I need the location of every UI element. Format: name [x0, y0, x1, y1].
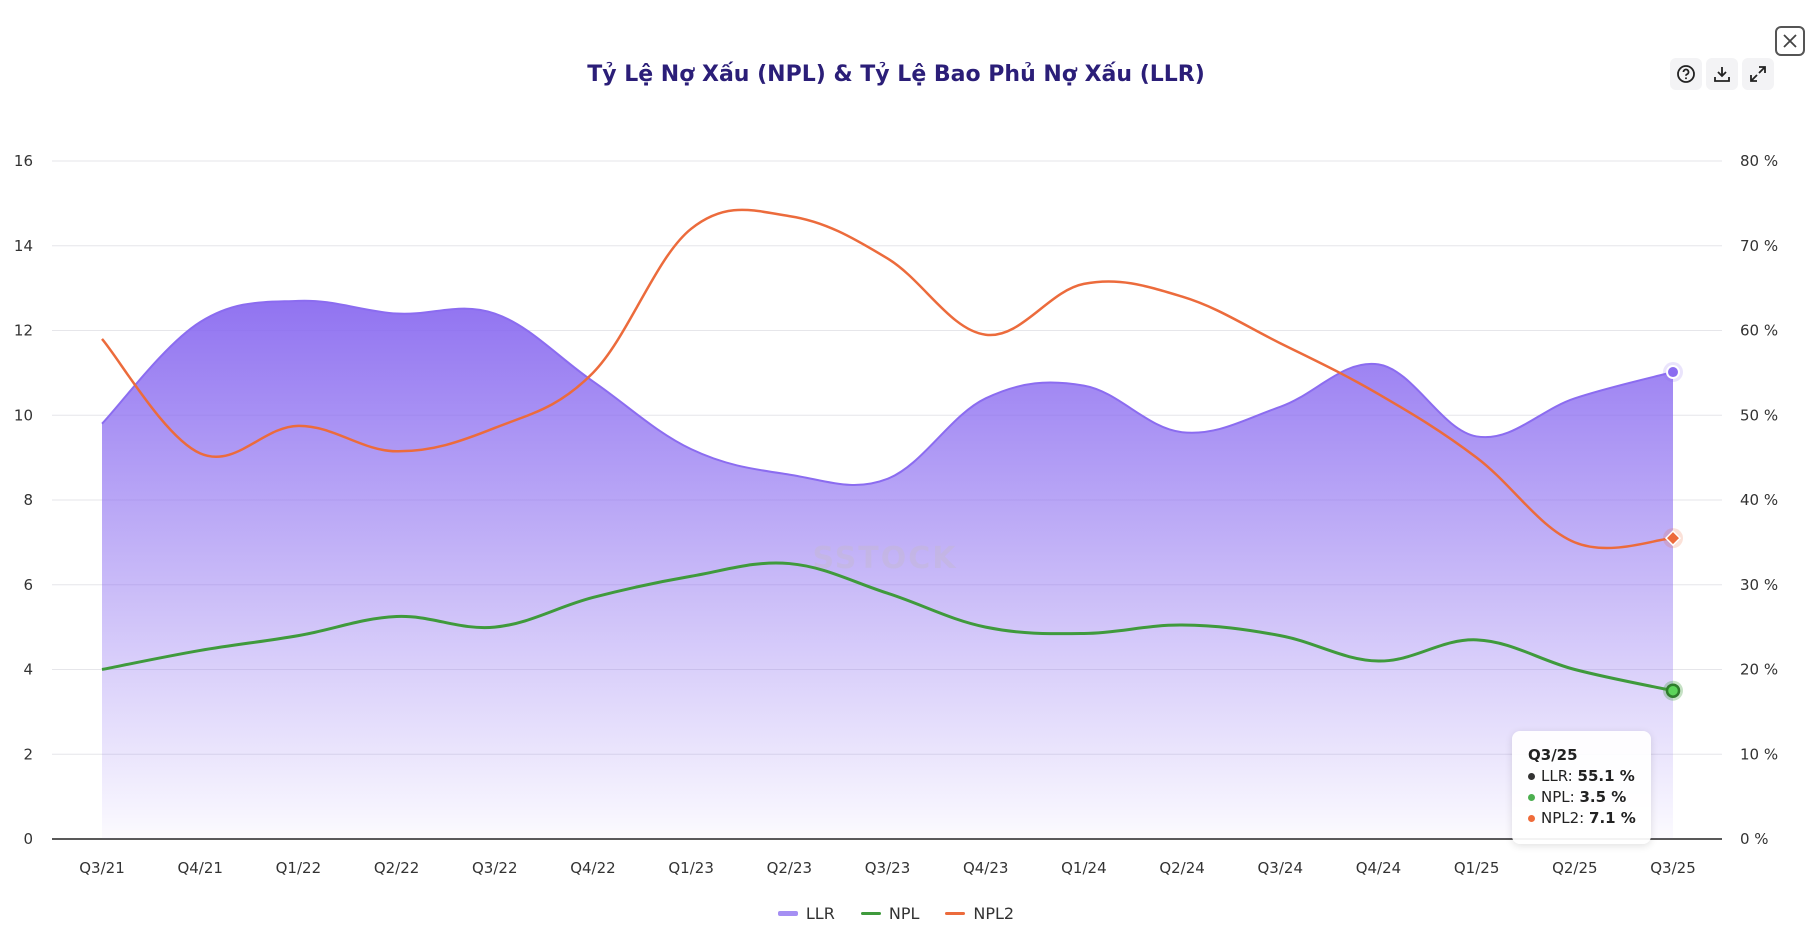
close-icon	[1783, 34, 1797, 48]
right-tick-label: 30 %	[1740, 576, 1778, 594]
chart-title: Tỷ Lệ Nợ Xấu (NPL) & Tỷ Lệ Bao Phủ Nợ Xấ…	[587, 62, 1205, 87]
left-tick-label: 0	[23, 830, 33, 848]
x-tick-label: Q2/24	[1159, 859, 1205, 877]
legend-item-npl[interactable]: NPL	[860, 904, 919, 923]
npl2-marker	[1664, 530, 1682, 547]
llr-area	[102, 300, 1673, 839]
x-tick-label: Q4/22	[570, 859, 616, 877]
x-tick-label: Q1/22	[276, 859, 322, 877]
close-button[interactable]	[1775, 26, 1805, 56]
right-tick-label: 80 %	[1740, 152, 1778, 170]
download-button[interactable]	[1706, 58, 1738, 90]
tooltip-row-npl: NPL: 3.5 %	[1528, 787, 1651, 808]
right-tick-label: 60 %	[1740, 322, 1778, 340]
x-tick-label: Q4/24	[1356, 859, 1402, 877]
left-tick-label: 14	[14, 237, 33, 255]
right-tick-label: 50 %	[1740, 406, 1778, 424]
x-tick-label: Q4/21	[177, 859, 223, 877]
left-tick-label: 6	[23, 576, 33, 594]
right-tick-label: 10 %	[1740, 745, 1778, 763]
chart-plot: 0 0 % 2 10 % 4 20 % 6 30 % 8 40 % 10 50 % 12 60 % 14 70…	[14, 152, 1778, 877]
expand-button[interactable]	[1742, 58, 1774, 90]
right-tick-label: 20 %	[1740, 661, 1778, 679]
download-icon	[1714, 67, 1730, 82]
right-tick-label: 70 %	[1740, 237, 1778, 255]
left-tick-label: 10	[14, 406, 33, 424]
right-tick-label: 40 %	[1740, 491, 1778, 509]
tooltip-header: Q3/25	[1528, 746, 1578, 764]
x-tick-label: Q3/21	[79, 859, 125, 877]
llr-line	[101, 299, 1674, 486]
x-tick-label: Q2/25	[1552, 859, 1598, 877]
legend-item-npl2[interactable]: NPL2	[945, 904, 1014, 923]
x-tick-label: Q3/22	[472, 859, 518, 877]
npl2-line	[101, 208, 1674, 550]
npl-line	[101, 561, 1674, 693]
tooltip-row-npl2: NPL2: 7.1 %	[1528, 808, 1651, 829]
tooltip: Q3/25 LLR: 55.1 % NPL: 3.5 % NPL2: 7.1 %	[1512, 731, 1651, 844]
x-tick-label: Q1/25	[1454, 859, 1500, 877]
left-tick-label: 16	[14, 152, 33, 170]
x-tick-label: Q4/23	[963, 859, 1009, 877]
x-tick-label: Q3/25	[1650, 859, 1696, 877]
left-tick-label: 8	[23, 491, 33, 509]
x-tick-label: Q1/24	[1061, 859, 1107, 877]
expand-icon	[1750, 66, 1766, 82]
legend-item-llr[interactable]: LLR	[777, 904, 835, 923]
llr-marker	[1666, 365, 1680, 380]
x-tick-label: Q3/24	[1258, 859, 1304, 877]
right-tick-label: 0 %	[1740, 830, 1769, 848]
x-tick-label: Q2/22	[374, 859, 420, 877]
x-tick-label: Q2/23	[767, 859, 813, 877]
left-tick-label: 2	[23, 745, 33, 763]
x-tick-label: Q3/23	[865, 859, 911, 877]
tooltip-row-llr: LLR: 55.1 %	[1528, 766, 1651, 787]
left-tick-label: 4	[23, 661, 33, 679]
watermark-logo: SSTOCK	[812, 541, 957, 576]
legend: LLR NPL NPL2	[0, 904, 1792, 923]
question-circle-icon	[1677, 65, 1695, 83]
left-tick-label: 12	[14, 322, 33, 340]
x-tick-label: Q1/23	[668, 859, 714, 877]
npl-marker	[1665, 683, 1681, 698]
help-button[interactable]	[1670, 58, 1702, 90]
